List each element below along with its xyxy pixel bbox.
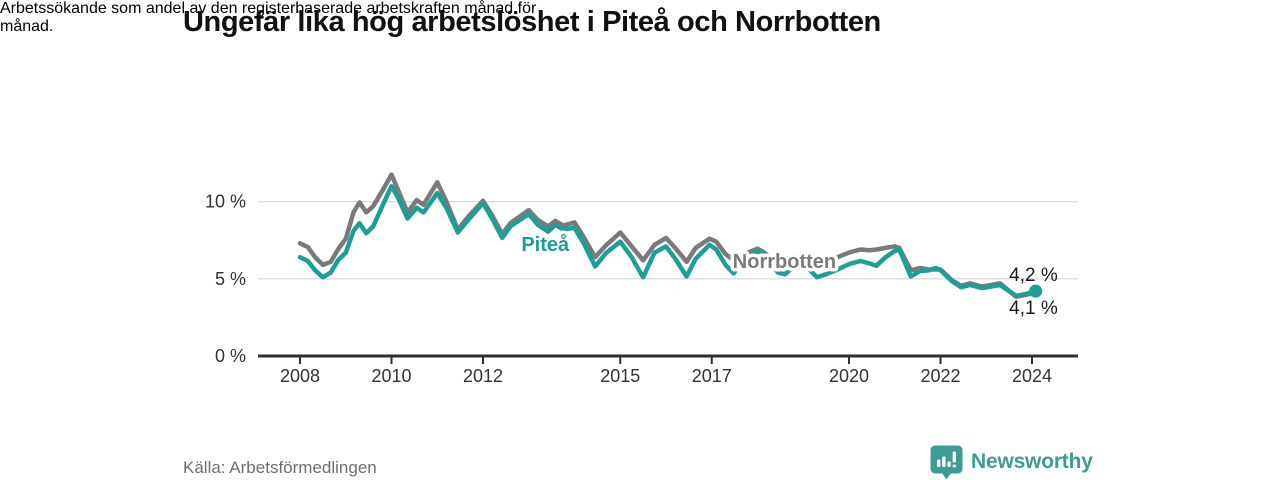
x-tick-label: 2020 xyxy=(829,366,869,386)
x-tick-label: 2022 xyxy=(920,366,960,386)
series-label-pite: Piteå xyxy=(521,233,570,256)
chart-subtitle-line-2: månad. xyxy=(0,18,54,35)
x-tick-label: 2012 xyxy=(463,366,503,386)
newsworthy-logo-icon xyxy=(930,445,963,479)
x-tick-label: 2015 xyxy=(600,366,640,386)
y-tick-label: 10 % xyxy=(205,192,246,212)
x-tick-label: 2024 xyxy=(1012,366,1052,386)
series-end-dot xyxy=(1029,284,1043,298)
series-line-pite xyxy=(297,183,1038,299)
y-axis-labels: 0 % 5 % 10 % xyxy=(205,192,246,366)
end-value-label: 4,2 % xyxy=(1009,265,1058,286)
x-tick-label: 2017 xyxy=(692,366,732,386)
y-tick-label: 5 % xyxy=(215,269,246,289)
x-tick-label: 2008 xyxy=(280,366,320,386)
series-label-norrbotten: Norrbotten xyxy=(733,251,836,273)
chart-title: Ungefär lika hög arbetslöshet i Piteå oc… xyxy=(183,6,881,38)
x-axis-labels: 2008 2010 2012 2015 2017 2020 2022 2024 xyxy=(280,366,1052,386)
end-value-label: 4,1 % xyxy=(1009,298,1058,319)
x-axis xyxy=(258,354,1078,364)
newsworthy-logo: Newsworthy xyxy=(930,445,1093,479)
newsworthy-logo-text: Newsworthy xyxy=(971,450,1093,473)
chart-subtitle-line-1: Arbetssökande som andel av den registerb… xyxy=(0,0,537,17)
y-tick-label: 0 % xyxy=(215,346,246,366)
series-lines xyxy=(297,172,1038,299)
gridlines xyxy=(258,200,1078,280)
source-note: Källa: Arbetsförmedlingen xyxy=(183,458,377,477)
x-tick-label: 2010 xyxy=(371,366,411,386)
series-annotations: Piteå Norrbotten 4,2 % 4,1 % xyxy=(518,230,1058,319)
series-line-norrbotten xyxy=(297,172,1038,299)
